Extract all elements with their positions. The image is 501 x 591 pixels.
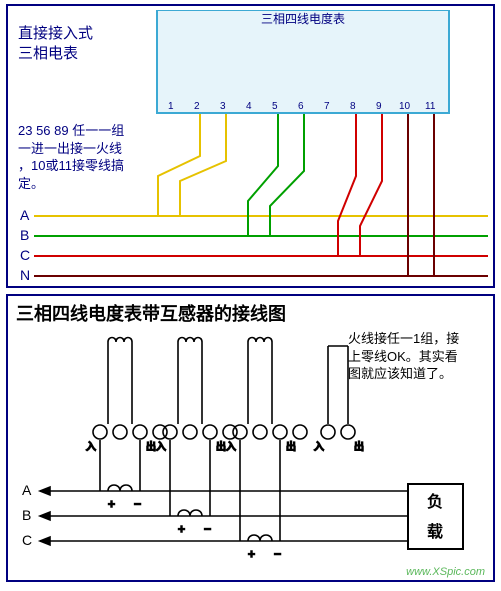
svg-text:−: − — [274, 547, 281, 561]
phase-b: B — [20, 227, 29, 243]
svg-text:−: − — [134, 497, 141, 511]
top-note: 23 56 89 任一一组 一进一出接一火线 ，10或11接零线搞 定。 — [18, 122, 124, 192]
top-title: 直接接入式 三相电表 — [18, 24, 93, 65]
term-10: 10 — [399, 101, 410, 112]
svg-text:入: 入 — [226, 442, 236, 453]
watermark: www.XSpic.com — [406, 566, 485, 578]
term-4: 4 — [246, 101, 252, 112]
term-1: 1 — [168, 101, 174, 112]
term-6: 6 — [298, 101, 304, 112]
svg-text:+: + — [108, 497, 115, 511]
svg-text:入: 入 — [86, 442, 96, 453]
term-9: 9 — [376, 101, 382, 112]
phase-n: N — [20, 267, 30, 283]
svg-text:入: 入 — [314, 442, 324, 453]
bot-wiring-svg: +− +− +− 入出 入出 入出 入出 — [8, 296, 493, 580]
svg-text:+: + — [248, 547, 255, 561]
load-char-2: 载 — [427, 522, 443, 544]
term-5: 5 — [272, 101, 278, 112]
phase-a: A — [20, 207, 29, 223]
load-char-1: 负 — [427, 492, 443, 514]
bot-phase-a: A — [22, 482, 31, 498]
term-3: 3 — [220, 101, 226, 112]
svg-text:出: 出 — [286, 440, 296, 453]
svg-text:+: + — [178, 522, 185, 536]
meter-title: 三相四线电度表 — [158, 11, 448, 27]
svg-text:−: − — [204, 522, 211, 536]
ct-diagram: 三相四线电度表带互感器的接线图 火线接任一1组，接 上零线OK。其实看 图就应该… — [6, 294, 495, 582]
term-11: 11 — [425, 101, 435, 112]
meter-box: 三相四线电度表 — [156, 10, 450, 114]
svg-text:出: 出 — [216, 440, 226, 453]
phase-c: C — [20, 247, 30, 263]
term-8: 8 — [350, 101, 356, 112]
direct-connect-diagram: 三相四线电度表 1 2 3 4 5 6 7 8 9 10 11 直接接入式 三相… — [6, 4, 495, 288]
bot-phase-c: C — [22, 532, 32, 548]
term-7: 7 — [324, 101, 330, 112]
svg-text:出: 出 — [354, 440, 364, 453]
term-2: 2 — [194, 101, 200, 112]
svg-text:入: 入 — [156, 442, 166, 453]
bot-phase-b: B — [22, 507, 31, 523]
svg-text:出: 出 — [146, 440, 156, 453]
